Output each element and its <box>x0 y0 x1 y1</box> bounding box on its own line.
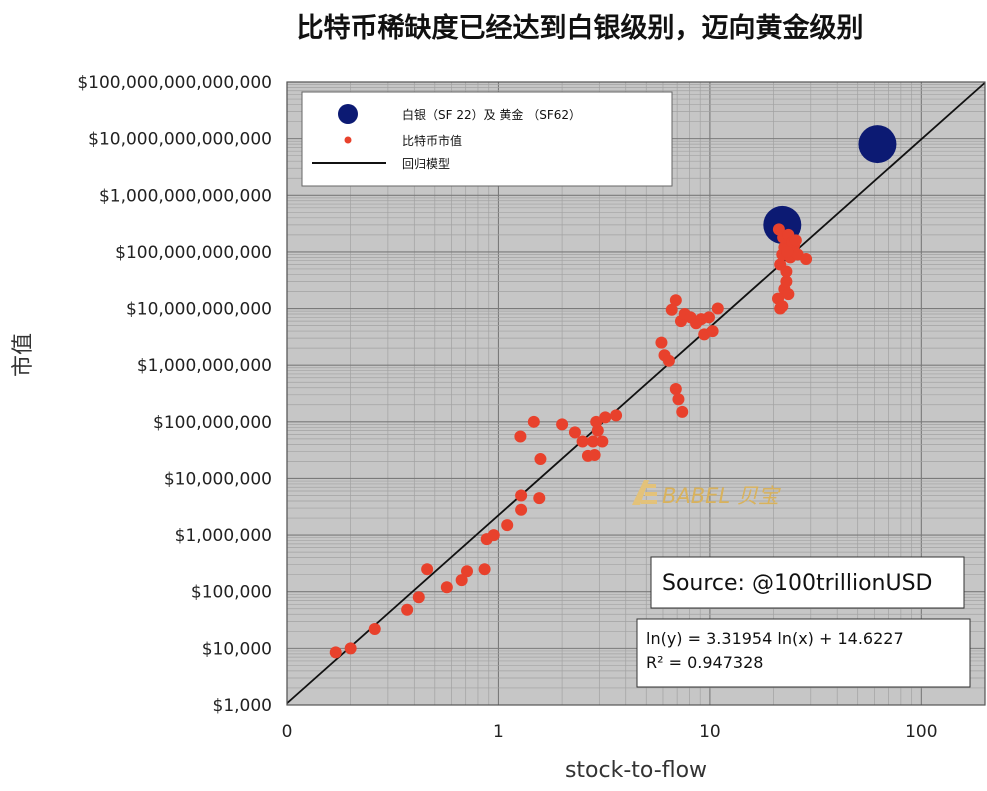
bitcoin-point <box>515 503 528 516</box>
bitcoin-point <box>702 311 715 324</box>
x-tick-label: 0 <box>282 722 293 742</box>
legend-marker-bitcoin <box>344 136 352 144</box>
bitcoin-point <box>533 492 546 505</box>
y-tick-label: $100,000 <box>191 583 272 603</box>
equation-annotation: ln(y) = 3.31954 ln(x) + 14.6227 R² = 0.9… <box>636 618 971 688</box>
source-annotation: Source: @100trillionUSD <box>650 556 965 609</box>
bitcoin-point <box>588 448 601 461</box>
y-tick-label: $100,000,000,000,000 <box>77 73 272 93</box>
y-tick-label: $1,000,000,000 <box>137 356 272 376</box>
bitcoin-point <box>440 581 453 594</box>
bitcoin-point <box>669 382 682 395</box>
legend-label-regression: 回归模型 <box>402 157 450 171</box>
bitcoin-point <box>599 411 612 424</box>
babel-watermark: BABEL 贝宝 <box>632 480 781 508</box>
bitcoin-point <box>672 393 685 406</box>
bitcoin-point <box>478 563 491 576</box>
bitcoin-point <box>421 563 434 576</box>
y-axis-ticks: $1,000 $10,000 $100,000 $1,000,000 $10,000,0… <box>77 73 272 716</box>
y-tick-label: $10,000,000,000,000 <box>88 130 272 150</box>
bitcoin-point <box>669 294 682 307</box>
r-squared: R² = 0.947328 <box>646 653 763 672</box>
chart-title: 比特币稀缺度已经达到白银级别，迈向黄金级别 <box>297 12 864 44</box>
points-layer <box>329 125 897 659</box>
bitcoin-point <box>556 418 569 431</box>
legend: 白银（SF 22）及 黄金 （SF62） 比特币市值 回归模型 <box>301 91 673 187</box>
plot-frame <box>286 81 986 706</box>
bitcoin-point <box>676 405 689 418</box>
y-tick-label: $100,000,000 <box>153 413 272 433</box>
bitcoin-point <box>515 489 528 502</box>
bitcoin-point <box>329 646 342 659</box>
y-tick-label: $1,000,000 <box>175 526 272 546</box>
legend-box <box>301 91 673 187</box>
regression-equation: ln(y) = 3.31954 ln(x) + 14.6227 <box>646 629 904 648</box>
bitcoin-point <box>610 409 623 422</box>
y-tick-label: $10,000,000,000 <box>126 300 272 320</box>
bitcoin-point <box>711 302 724 315</box>
source-text: Source: @100trillionUSD <box>662 571 933 596</box>
bitcoin-point <box>789 234 802 247</box>
bitcoin-point <box>527 415 540 428</box>
legend-label-metals: 白银（SF 22）及 黄金 （SF62） <box>402 107 581 122</box>
bitcoin-point <box>587 435 600 448</box>
regression-layer <box>286 81 986 704</box>
bitcoin-point <box>487 529 500 542</box>
x-tick-label: 1 <box>493 722 504 742</box>
bitcoin-point <box>344 642 357 655</box>
x-tick-label: 10 <box>699 722 721 742</box>
babel-logo-icon <box>632 480 657 505</box>
bitcoin-point <box>596 435 609 448</box>
bitcoin-point <box>655 336 668 349</box>
bitcoin-point <box>412 591 425 604</box>
bitcoin-point <box>460 565 473 578</box>
y-tick-label: $10,000 <box>202 639 272 659</box>
bitcoin-point <box>800 252 813 265</box>
y-tick-label: $1,000 <box>213 696 272 716</box>
y-tick-label: $10,000,000 <box>164 469 272 489</box>
bitcoin-point <box>781 245 794 258</box>
bitcoin-point <box>568 426 581 439</box>
bitcoin-point <box>782 288 795 301</box>
bitcoin-point <box>706 325 719 338</box>
x-axis-label: stock-to-flow <box>565 758 707 783</box>
legend-marker-metals <box>338 104 358 124</box>
bitcoin-point <box>776 300 789 313</box>
y-tick-label: $100,000,000,000 <box>115 243 272 263</box>
regression-line <box>286 81 986 704</box>
bitcoin-point <box>401 603 414 616</box>
metals-point <box>858 125 897 164</box>
bitcoin-point <box>501 519 514 532</box>
watermark-text: BABEL 贝宝 <box>662 484 781 508</box>
bitcoin-point <box>662 354 675 367</box>
bitcoin-point <box>534 453 547 466</box>
bitcoin-point <box>665 303 678 316</box>
bitcoin-point <box>368 622 381 635</box>
bitcoin-point <box>455 574 468 587</box>
x-tick-label: 100 <box>905 722 937 742</box>
bitcoin-point <box>780 265 793 278</box>
bitcoin-point <box>590 415 603 428</box>
bitcoin-point <box>514 430 527 443</box>
bitcoin-point <box>576 435 589 448</box>
y-tick-label: $1,000,000,000,000 <box>99 186 272 206</box>
x-axis-ticks: 0 1 10 100 <box>282 722 938 742</box>
bitcoin-point <box>780 275 793 288</box>
legend-label-bitcoin: 比特币市值 <box>402 133 462 148</box>
y-axis-label: 市值 <box>11 333 36 377</box>
